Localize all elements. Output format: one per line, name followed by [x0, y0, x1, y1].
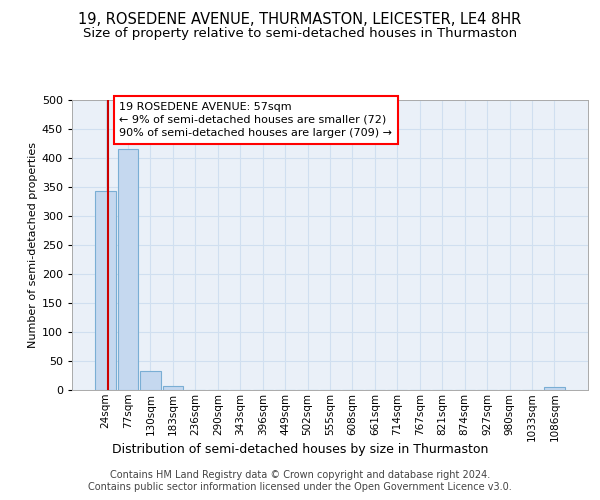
- Bar: [163, 386, 183, 390]
- Bar: [140, 372, 161, 390]
- Bar: [95, 191, 116, 390]
- Bar: [544, 386, 565, 390]
- Text: 19, ROSEDENE AVENUE, THURMASTON, LEICESTER, LE4 8HR: 19, ROSEDENE AVENUE, THURMASTON, LEICEST…: [79, 12, 521, 28]
- Text: 19 ROSEDENE AVENUE: 57sqm
← 9% of semi-detached houses are smaller (72)
90% of s: 19 ROSEDENE AVENUE: 57sqm ← 9% of semi-d…: [119, 102, 392, 138]
- Bar: [118, 148, 138, 390]
- Text: Size of property relative to semi-detached houses in Thurmaston: Size of property relative to semi-detach…: [83, 28, 517, 40]
- Text: Contains HM Land Registry data © Crown copyright and database right 2024.
Contai: Contains HM Land Registry data © Crown c…: [88, 470, 512, 492]
- Y-axis label: Number of semi-detached properties: Number of semi-detached properties: [28, 142, 38, 348]
- Text: Distribution of semi-detached houses by size in Thurmaston: Distribution of semi-detached houses by …: [112, 442, 488, 456]
